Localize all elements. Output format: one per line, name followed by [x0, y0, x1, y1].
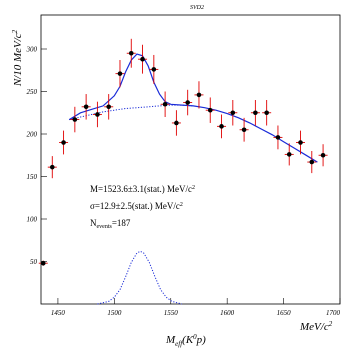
point-marker	[174, 120, 179, 126]
point-marker	[49, 164, 55, 170]
data-point	[149, 54, 159, 84]
data-point	[38, 260, 48, 266]
point-marker	[61, 140, 66, 145]
point-marker	[264, 110, 269, 116]
annotation-nevents-value: =187	[112, 218, 131, 228]
x-tick-label: 1600	[220, 309, 235, 317]
x-axis-unit: MeV/c2	[299, 320, 333, 333]
data-point	[81, 94, 91, 120]
point-marker	[185, 100, 190, 105]
point-marker	[117, 71, 123, 76]
data-point	[59, 130, 69, 155]
x-axis-unit-sup: 2	[329, 320, 333, 328]
data-point	[262, 100, 272, 126]
data-point	[126, 38, 136, 68]
x-axis-unit-main: MeV/c	[299, 321, 329, 333]
data-point	[160, 91, 170, 117]
data-point	[239, 117, 249, 142]
data-point	[296, 130, 306, 155]
x-tick-label: 1550	[164, 309, 179, 317]
data-point	[307, 151, 317, 174]
annotation-sigma-text: σ=12.9±2.5(stat.) MeV/c	[90, 201, 180, 211]
data-point	[205, 97, 215, 123]
data-point	[273, 125, 283, 150]
x-axis-title-sub: eff	[175, 340, 183, 348]
point-marker	[230, 110, 236, 116]
point-marker	[241, 127, 247, 133]
point-marker	[140, 56, 145, 62]
point-marker	[162, 101, 168, 107]
point-marker	[320, 152, 326, 158]
x-axis-title-main: M	[165, 334, 176, 346]
point-marker	[128, 50, 134, 56]
y-axis-title: N/10 MeV/c2	[11, 29, 24, 87]
data-point	[228, 100, 238, 126]
x-axis-title-open: (K	[182, 334, 194, 346]
annotation-sigma: σ=12.9±2.5(stat.) MeV/c2	[90, 201, 183, 211]
point-marker	[83, 104, 89, 110]
data-point	[115, 60, 125, 88]
point-marker	[196, 92, 202, 98]
y-axis-title-main: N/10 MeV/c	[12, 33, 24, 87]
data-point	[217, 114, 227, 139]
y-tick-label: 150	[27, 173, 38, 181]
data-point	[194, 81, 204, 109]
point-marker	[275, 135, 281, 140]
chart-title: SVD2	[190, 5, 204, 11]
data-points	[38, 38, 328, 266]
x-tick-label: 1450	[51, 309, 66, 317]
data-point	[171, 110, 181, 136]
y-tick-label: 300	[26, 46, 38, 54]
data-point	[183, 89, 193, 116]
total-fit-curve	[68, 53, 318, 163]
y-tick-label: 100	[27, 216, 38, 224]
annotation-nevents: Nevents=187	[90, 218, 131, 230]
plot-frame	[40, 14, 341, 305]
x-tick-label: 1700	[326, 309, 341, 317]
x-axis-title: Meff(K0p)	[165, 333, 206, 348]
annotation-mass: M=1523.6±3.1(stat.) MeV/c2	[90, 184, 195, 194]
point-marker	[151, 67, 157, 72]
point-marker	[219, 124, 224, 129]
x-axis-title-sup: 0	[193, 333, 197, 341]
point-marker	[207, 107, 213, 113]
annotation-sigma-sup: 2	[180, 202, 183, 208]
annotation-mass-text: M=1523.6±3.1(stat.) MeV/c	[90, 184, 192, 194]
data-point	[104, 94, 114, 120]
x-tick-label: 1650	[277, 309, 292, 317]
y-axis-title-sup: 2	[11, 29, 19, 33]
y-tick-label: 200	[27, 131, 38, 139]
point-marker	[106, 104, 111, 110]
data-point	[250, 100, 260, 126]
point-marker	[72, 117, 78, 122]
point-marker	[95, 112, 100, 117]
annotation-nevents-n: N	[90, 218, 97, 228]
data-point	[92, 101, 102, 128]
y-tick-label: 50	[30, 258, 38, 266]
data-point	[138, 44, 148, 74]
annotation-mass-sup: 2	[192, 185, 195, 191]
annotation-nevents-sub: events	[97, 224, 113, 230]
data-point	[318, 144, 328, 167]
point-marker	[253, 110, 258, 116]
point-marker	[298, 140, 303, 145]
point-marker	[309, 159, 315, 165]
x-axis-ticks: 1450 1500 1550 1600 1650 1700	[51, 298, 341, 317]
x-axis-title-close: p)	[196, 334, 207, 346]
point-marker	[286, 152, 292, 157]
fit-curves	[68, 53, 318, 305]
x-tick-label: 1500	[107, 309, 122, 317]
data-point	[284, 143, 294, 166]
y-axis-ticks: 50 100 150 200 250 300	[26, 46, 47, 266]
y-tick-label: 250	[27, 88, 38, 96]
point-marker	[40, 260, 46, 266]
signal-fit-curve	[97, 250, 183, 305]
background-fit-curve	[69, 104, 194, 121]
data-point	[47, 156, 57, 179]
data-point	[70, 106, 80, 133]
